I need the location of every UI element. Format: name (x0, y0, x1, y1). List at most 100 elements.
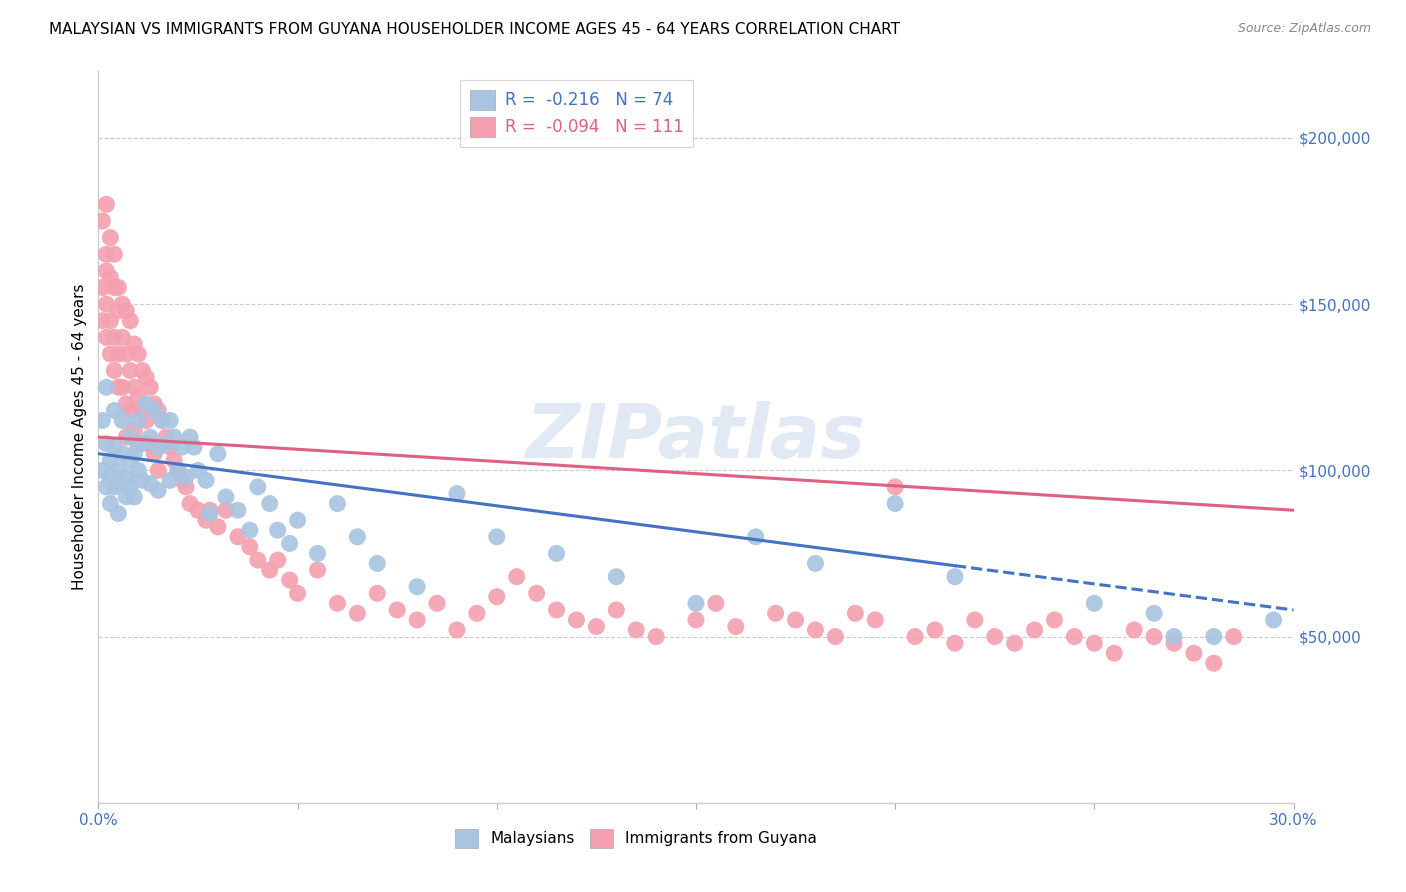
Point (96, 197, 118, 211)
Point (172, 440, 194, 454)
Point (135, 413, 157, 427)
Point (159, 440, 181, 454)
Point (155, 436, 177, 450)
Point (844, 607, 866, 621)
Point (139, 476, 162, 491)
Point (96, 297, 118, 311)
Point (103, 363, 125, 377)
Point (585, 619, 607, 633)
Point (103, 330, 125, 344)
Point (1123, 623, 1146, 637)
Point (1143, 607, 1166, 621)
Point (98, 314, 122, 328)
Point (131, 473, 153, 487)
Point (124, 380, 146, 394)
Point (984, 630, 1007, 644)
Point (111, 297, 134, 311)
Point (239, 540, 262, 554)
Point (103, 280, 125, 294)
Point (150, 413, 173, 427)
Point (506, 570, 529, 584)
Point (267, 523, 290, 537)
Point (1182, 646, 1205, 660)
Point (1104, 646, 1126, 660)
Point (124, 447, 146, 461)
Point (865, 613, 887, 627)
Text: Source: ZipAtlas.com: Source: ZipAtlas.com (1237, 22, 1371, 36)
Point (215, 490, 238, 504)
Point (215, 503, 238, 517)
Point (143, 397, 166, 411)
Point (1202, 630, 1225, 644)
Point (287, 586, 309, 600)
Point (131, 436, 153, 450)
Point (1083, 636, 1105, 650)
Point (135, 397, 157, 411)
Point (127, 463, 149, 477)
Point (446, 623, 468, 637)
Point (765, 607, 787, 621)
Point (385, 603, 409, 617)
Point (96, 380, 118, 394)
Point (704, 596, 727, 610)
Point (724, 619, 747, 633)
Point (565, 613, 588, 627)
Point (246, 480, 269, 494)
Point (111, 380, 134, 394)
Point (120, 314, 142, 328)
Point (346, 530, 368, 544)
Point (115, 430, 138, 444)
Point (904, 630, 927, 644)
Point (111, 447, 134, 461)
Point (943, 636, 966, 650)
Point (1143, 630, 1166, 644)
Point (406, 580, 429, 594)
Point (115, 347, 138, 361)
Point (98, 453, 122, 467)
Point (804, 557, 827, 571)
Point (103, 247, 125, 261)
Point (278, 573, 301, 587)
Point (174, 480, 197, 494)
Point (485, 590, 508, 604)
Point (148, 440, 170, 454)
Point (645, 630, 668, 644)
Point (824, 630, 846, 644)
Point (107, 463, 129, 477)
Point (187, 463, 209, 477)
Point (1004, 636, 1026, 650)
Point (1202, 656, 1225, 670)
Point (107, 280, 129, 294)
Point (167, 463, 190, 477)
Point (267, 553, 290, 567)
Point (1043, 613, 1066, 627)
Point (124, 337, 146, 351)
Point (195, 473, 218, 487)
Point (287, 513, 309, 527)
Y-axis label: Householder Income Ages 45 - 64 years: Householder Income Ages 45 - 64 years (72, 284, 87, 591)
Point (1163, 630, 1185, 644)
Point (187, 503, 209, 517)
Point (626, 623, 648, 637)
Point (91, 214, 114, 228)
Point (785, 613, 807, 627)
Point (124, 490, 146, 504)
Point (131, 403, 153, 417)
Point (207, 520, 229, 534)
Point (139, 430, 162, 444)
Point (685, 613, 707, 627)
Point (159, 413, 181, 427)
Point (1063, 630, 1085, 644)
Point (1163, 636, 1185, 650)
Point (120, 480, 142, 494)
Point (120, 430, 142, 444)
Point (326, 497, 349, 511)
Point (127, 413, 149, 427)
Point (107, 303, 129, 318)
Text: ZIPatlas: ZIPatlas (526, 401, 866, 474)
Point (546, 546, 568, 560)
Point (120, 403, 142, 417)
Point (91, 413, 114, 427)
Point (111, 413, 134, 427)
Text: MALAYSIAN VS IMMIGRANTS FROM GUYANA HOUSEHOLDER INCOME AGES 45 - 64 YEARS CORREL: MALAYSIAN VS IMMIGRANTS FROM GUYANA HOUS… (49, 22, 900, 37)
